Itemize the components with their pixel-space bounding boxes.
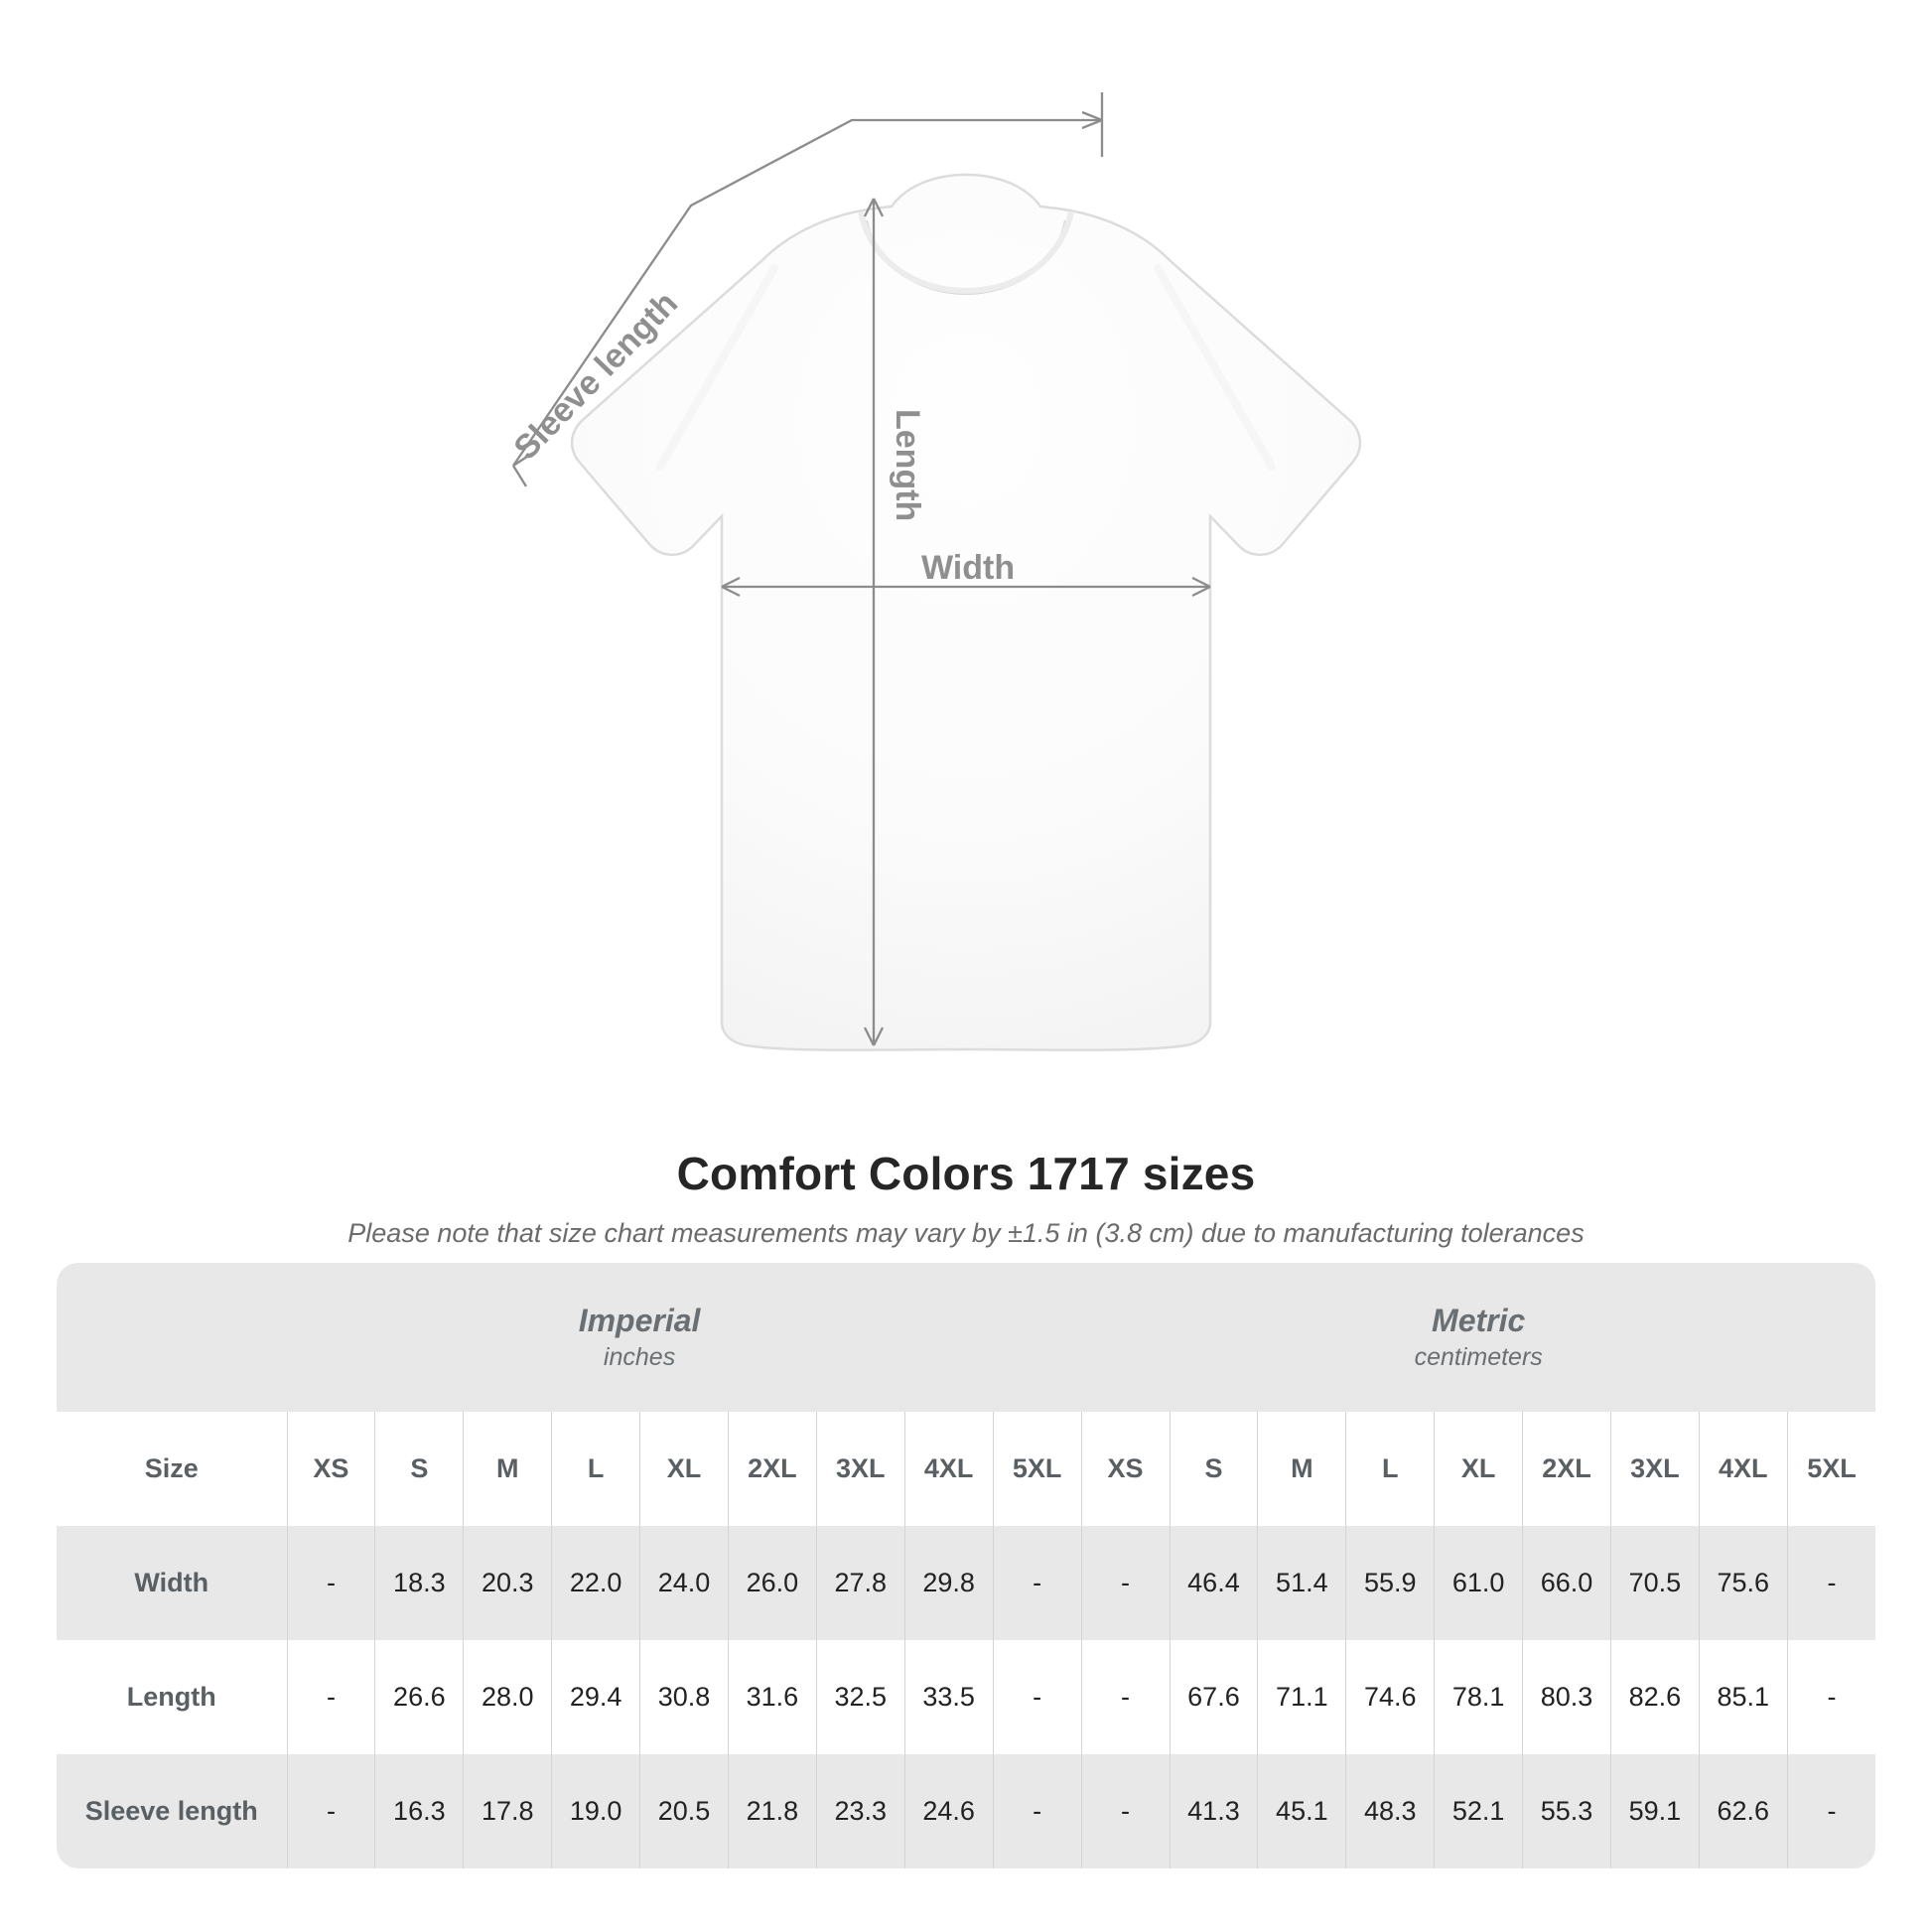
svg-text:Length: Length	[889, 409, 926, 521]
svg-text:Width: Width	[921, 549, 1015, 587]
